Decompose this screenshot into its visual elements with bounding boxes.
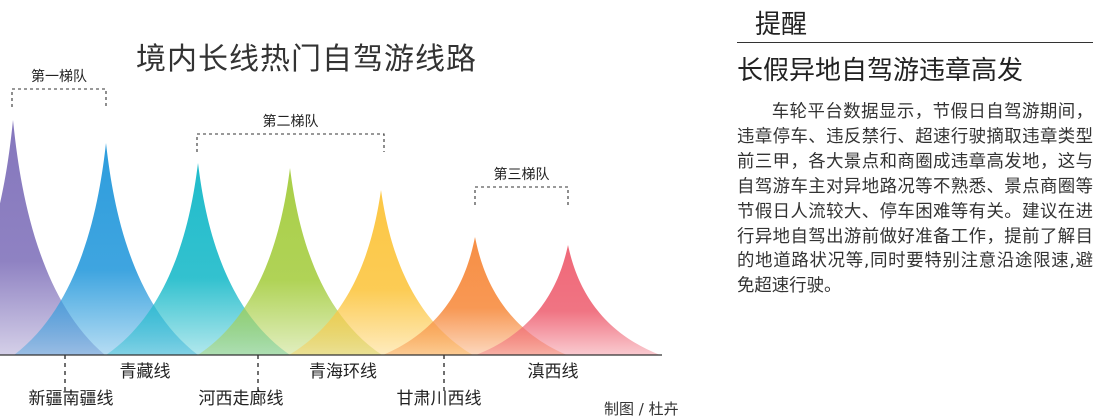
sidebar-divider (737, 42, 1093, 43)
tier-bracket-2 (474, 186, 569, 205)
sidebar-subheading: 长假异地自驾游违章高发 (737, 56, 1024, 86)
peak-3 (198, 168, 382, 355)
category-label-0: 新疆南疆线 (29, 389, 114, 409)
peak-1 (14, 143, 198, 355)
category-label-4: 甘肃川西线 (397, 389, 482, 409)
peak-5 (383, 237, 567, 355)
tier-label-1: 第二梯队 (263, 113, 319, 130)
tier-label-2: 第三梯队 (494, 166, 550, 183)
peak-2 (106, 163, 290, 355)
chart-area: 第一梯队第二梯队第三梯队 新疆南疆线 青藏线河西走廊线 青海环线 甘肃川西线 滇西线 境… (0, 42, 679, 418)
chart-title: 境内长线热门自驾游线路 (136, 42, 477, 77)
sidebar-body-text: 车轮平台数据显示，节假日自驾游期间，违章停车、违反禁行、超速行驶摘取违章类型前三… (737, 102, 1093, 297)
baseline-layer (0, 354, 662, 395)
peak-6 (476, 245, 660, 355)
peaks-layer (0, 120, 660, 355)
category-label-5: 滇西线 (528, 362, 579, 382)
peak-4 (289, 190, 473, 355)
category-label-1: 青藏线 (120, 362, 171, 382)
sidebar-heading: 提醒 (755, 10, 808, 40)
reminder-sidebar: 提醒 长假异地自驾游违章高发 车轮平台数据显示，节假日自驾游期间，违章停车、违反… (737, 0, 1093, 416)
tier-bracket-0 (11, 88, 107, 107)
peak-0 (0, 120, 105, 355)
category-label-2: 河西走廊线 (199, 389, 284, 409)
tier-bracket-1 (196, 133, 385, 152)
category-label-3: 青海环线 (309, 362, 377, 382)
tier-label-0: 第一梯队 (31, 68, 87, 85)
chart-credit: 制图 / 杜卉 (604, 400, 679, 418)
